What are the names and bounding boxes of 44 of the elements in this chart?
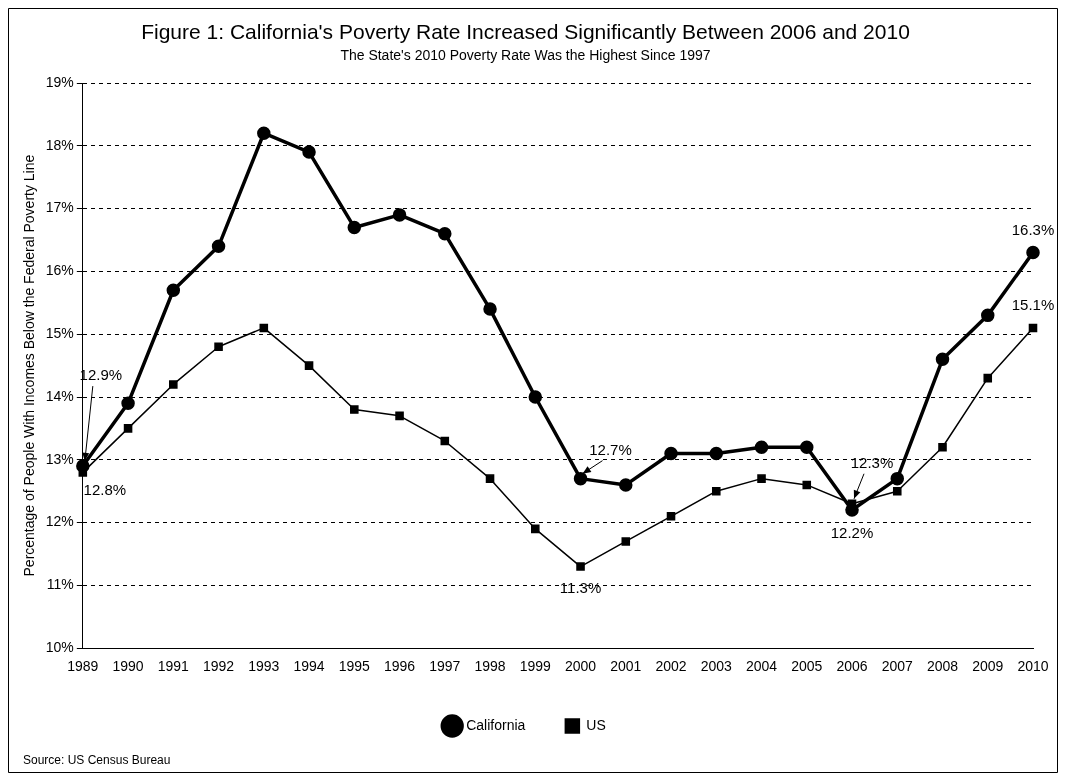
chart-title: Figure 1: California's Poverty Rate Increased Significantly Between 2006 and 2010 — [141, 20, 910, 44]
x-tick-label: 1989 — [67, 658, 99, 675]
x-tick-label: 1992 — [202, 658, 235, 675]
x-tick-label: 1997 — [429, 658, 461, 675]
y-tick-label: 19% — [45, 73, 74, 90]
x-tick-label: 1993 — [248, 658, 280, 675]
y-axis-title: Percentage of People With Incomes Below the Federal Poverty Line — [21, 154, 38, 577]
legend-label: US — [586, 716, 606, 733]
x-tick-label: 1995 — [338, 658, 371, 675]
x-tick-label: 1990 — [112, 658, 144, 675]
x-tick-label: 2000 — [564, 658, 597, 675]
annotation: 12.2% — [830, 524, 874, 542]
x-tick-label: 2002 — [655, 658, 687, 675]
annotation: 12.7% — [589, 440, 632, 458]
x-tick-label: 2003 — [700, 658, 733, 675]
x-tick-label: 2007 — [881, 658, 914, 675]
x-tick-label: 2006 — [836, 658, 868, 675]
annotation: 16.3% — [1011, 220, 1055, 238]
x-tick-label: 1991 — [157, 658, 190, 675]
y-tick-label: 14% — [45, 387, 74, 404]
x-tick-label: 2009 — [972, 658, 1004, 675]
y-tick-label: 10% — [45, 639, 74, 656]
y-tick-label: 15% — [45, 325, 74, 342]
x-tick-label: 1999 — [519, 658, 552, 675]
source-note: Source: US Census Bureau — [23, 753, 171, 768]
y-tick-label: 16% — [45, 262, 74, 279]
y-tick-label: 11% — [46, 576, 74, 593]
x-tick-label: 1994 — [293, 658, 325, 675]
y-tick-label: 17% — [45, 199, 74, 216]
y-tick-label: 12% — [45, 513, 74, 530]
x-tick-label: 2010 — [1017, 658, 1049, 675]
annotation: 15.1% — [1011, 296, 1055, 314]
y-tick-label: 18% — [45, 136, 74, 153]
legend-label: California — [466, 716, 526, 733]
x-tick-label: 2005 — [791, 658, 823, 675]
annotation: 11.3% — [559, 578, 602, 596]
x-tick-label: 2008 — [926, 658, 959, 675]
chart-subtitle: The State's 2010 Poverty Rate Was the Highest Since 1997 — [340, 47, 711, 64]
x-tick-label: 1996 — [383, 658, 416, 675]
x-tick-label: 1998 — [474, 658, 506, 675]
y-tick-label: 13% — [45, 450, 74, 467]
x-tick-label: 2001 — [610, 658, 642, 675]
annotation: 12.8% — [83, 480, 127, 498]
x-tick-label: 2004 — [745, 658, 778, 675]
